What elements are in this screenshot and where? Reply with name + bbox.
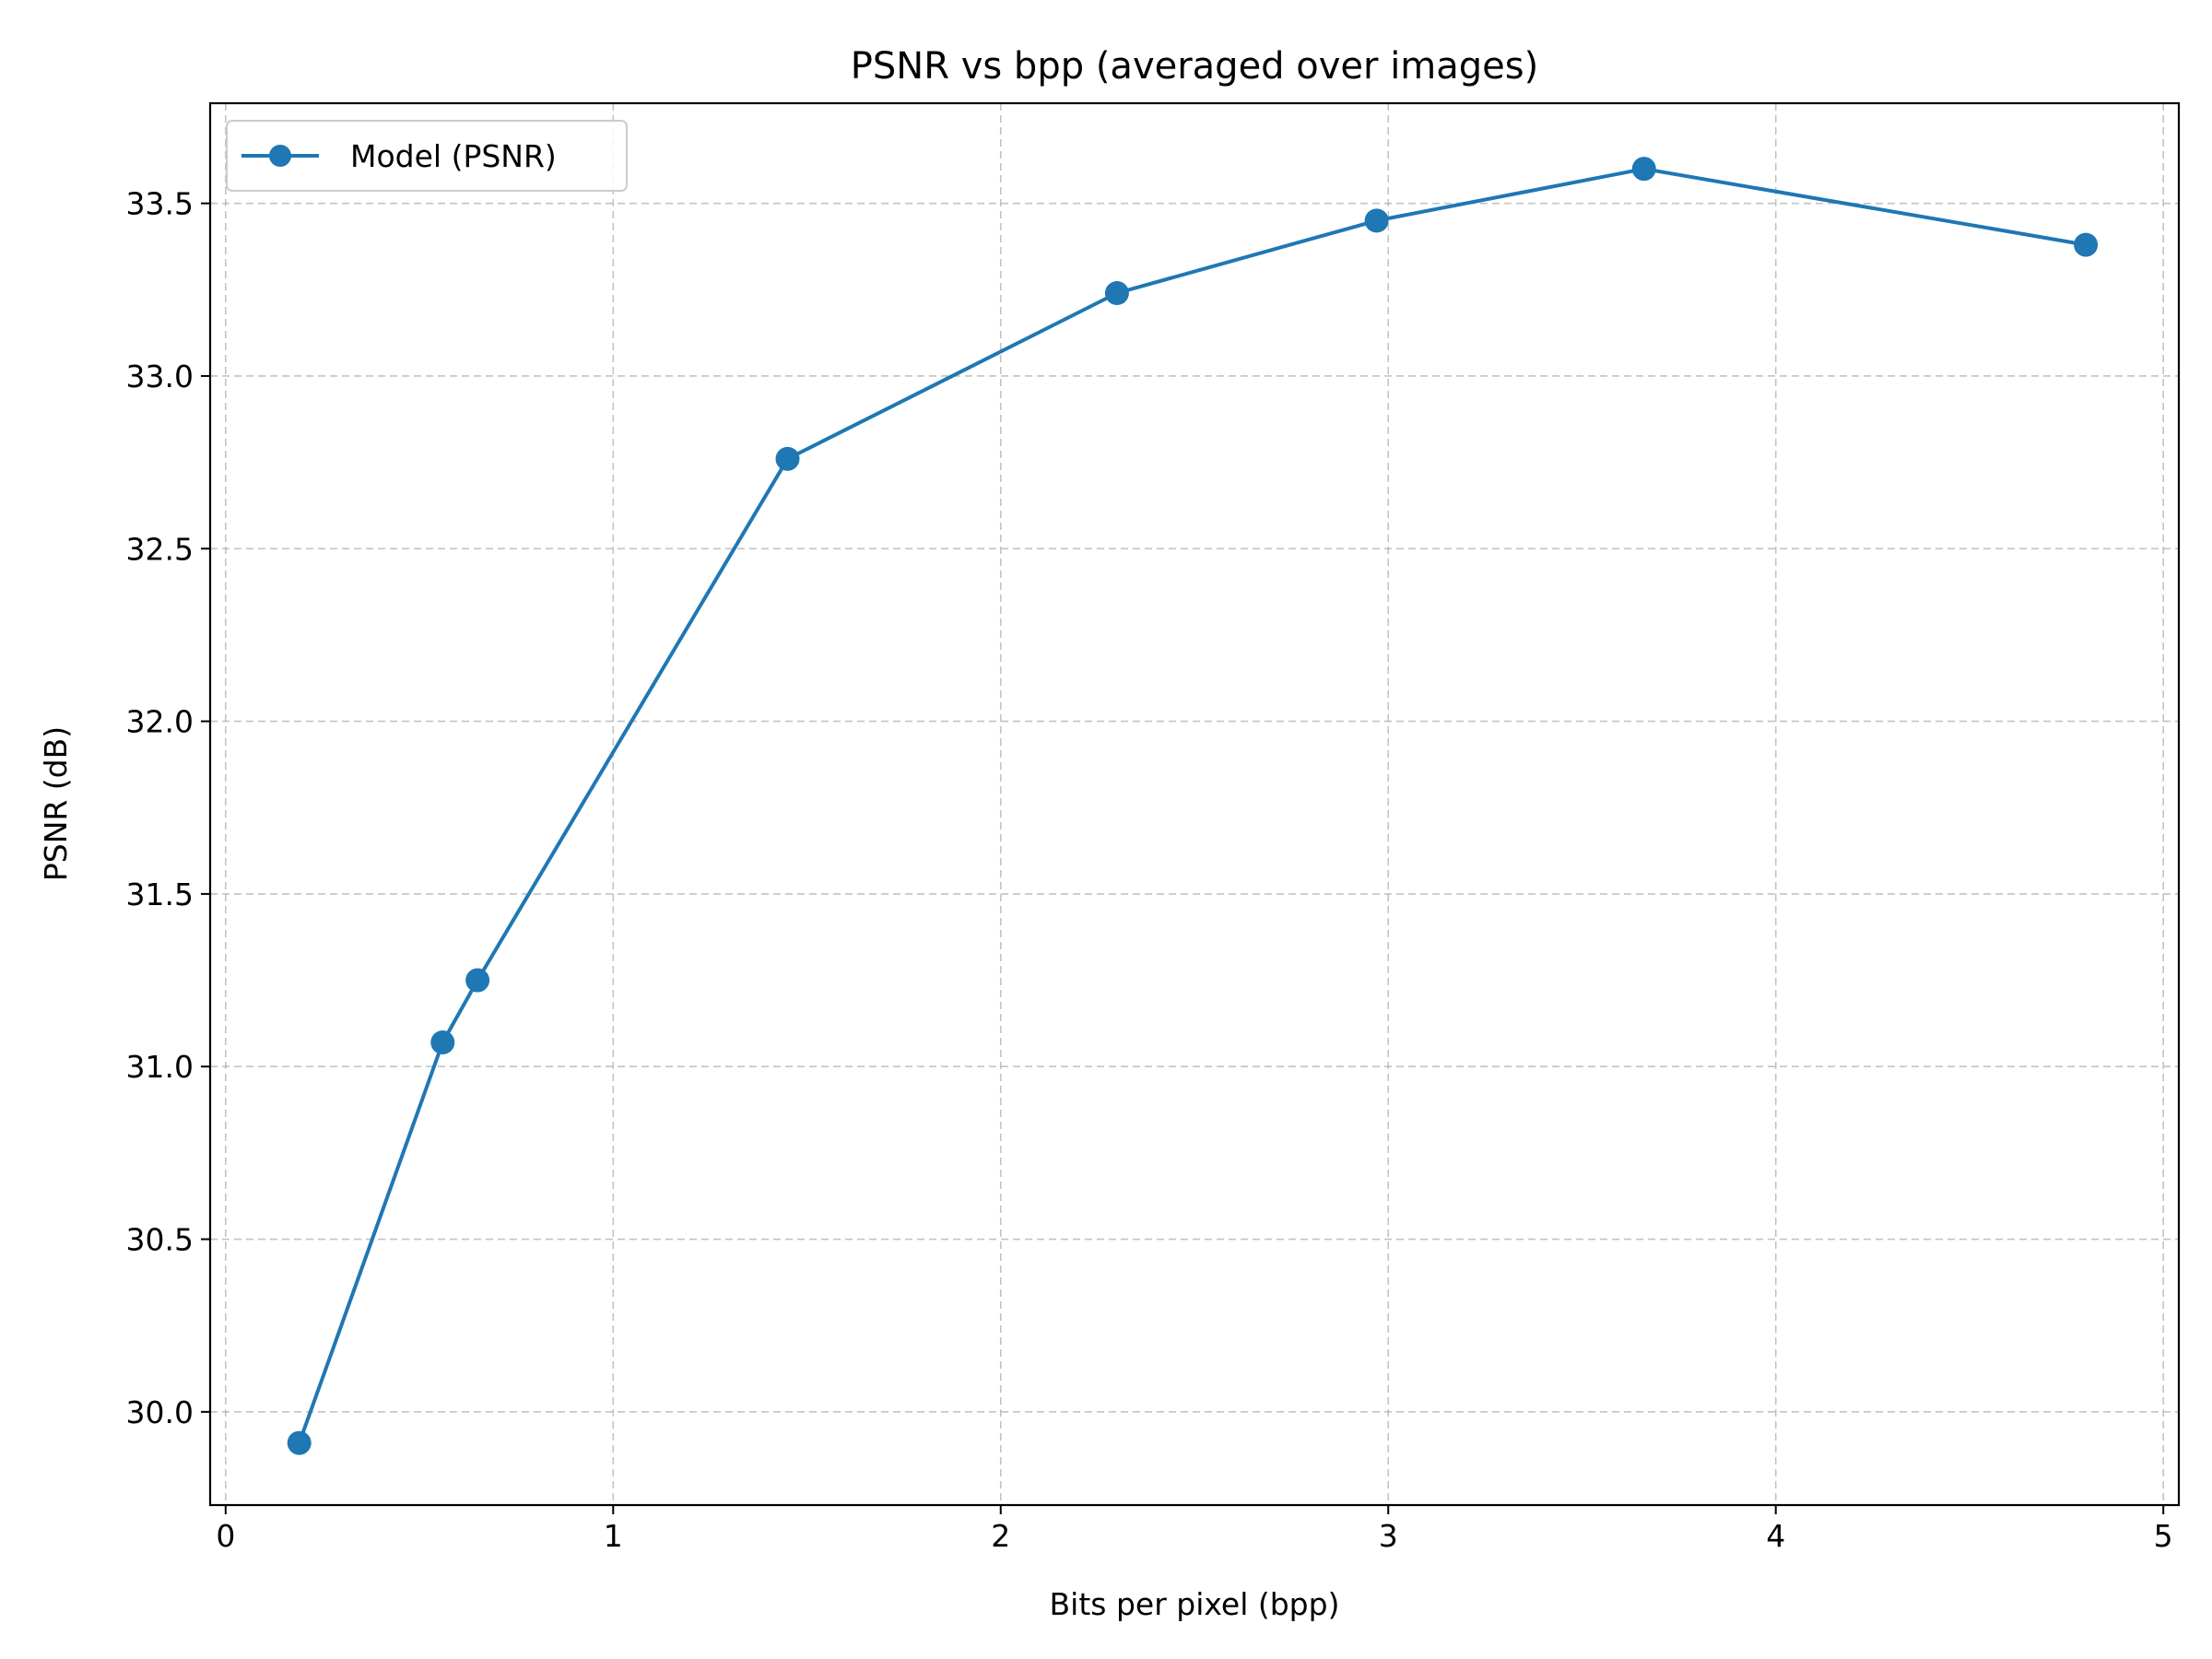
x-axis-label: Bits per pixel (bpp) xyxy=(1050,1586,1340,1622)
plot-frame xyxy=(208,101,2181,1507)
data-point-0-5 xyxy=(1364,208,1389,233)
x-tick-label-0: 0 xyxy=(216,1518,235,1554)
axis-ticks: 0 1 2 3 4 5 30.0 30.5 31.0 31.5 32.0 32.5 33.0 33.5 xyxy=(126,186,2173,1554)
legend: Model (PSNR) xyxy=(226,120,628,192)
y-tick-label-2: 31.0 xyxy=(126,1049,194,1085)
y-tick-label-3: 31.5 xyxy=(126,877,194,912)
y-axis-label: PSNR (dB) xyxy=(38,726,74,881)
y-tick-label-6: 33.0 xyxy=(126,359,194,394)
chart-title: PSNR vs bpp (averaged over images) xyxy=(851,45,1538,88)
y-tick-label-5: 32.5 xyxy=(126,531,194,567)
data-point-0-1 xyxy=(430,1030,455,1054)
data-point-0-4 xyxy=(1104,281,1129,306)
x-tick-label-5: 5 xyxy=(2154,1518,2173,1554)
grid-lines xyxy=(210,103,2179,1505)
x-tick-label-3: 3 xyxy=(1379,1518,1398,1554)
x-tick-label-4: 4 xyxy=(1766,1518,1785,1554)
x-tick-label-2: 2 xyxy=(991,1518,1010,1554)
data-point-0-6 xyxy=(1631,157,1656,182)
y-tick-label-7: 33.5 xyxy=(126,186,194,222)
y-tick-label-0: 30.0 xyxy=(126,1394,194,1430)
data-point-0-2 xyxy=(465,968,490,993)
x-tick-label-1: 1 xyxy=(604,1518,623,1554)
y-tick-label-1: 30.5 xyxy=(126,1222,194,1258)
legend-entry-model-psnr: Model (PSNR) xyxy=(350,138,557,174)
series-layer xyxy=(287,157,2099,1455)
data-point-0-3 xyxy=(775,446,800,471)
legend-marker-sample xyxy=(269,145,291,167)
data-point-0-7 xyxy=(2074,232,2099,257)
legend-box xyxy=(226,120,628,192)
y-tick-label-4: 32.0 xyxy=(126,704,194,740)
data-point-0-0 xyxy=(287,1430,312,1455)
